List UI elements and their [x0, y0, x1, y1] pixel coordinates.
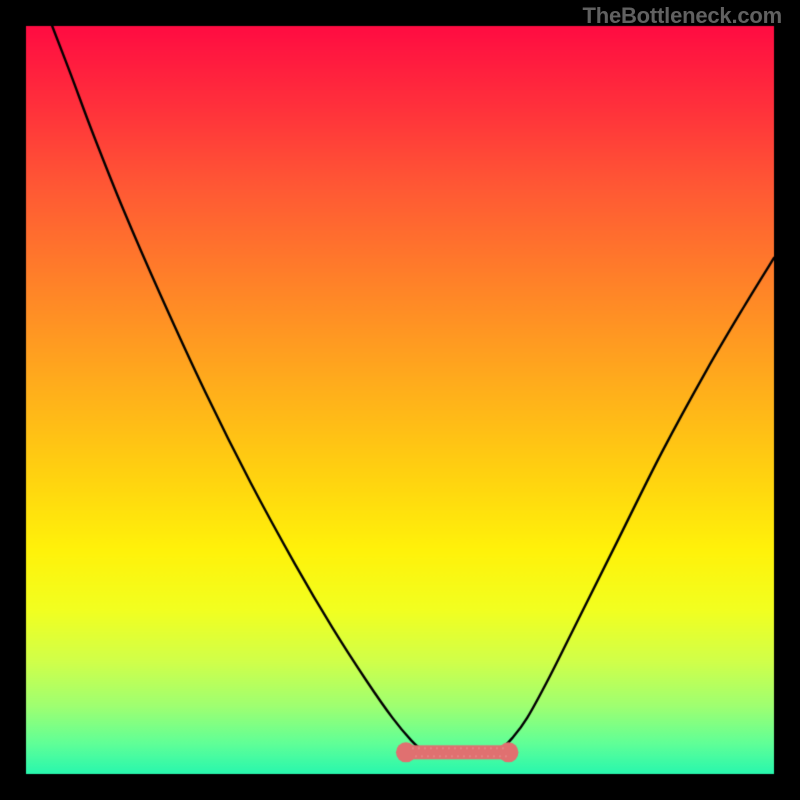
bottleneck-curve-canvas: [0, 0, 800, 800]
watermark-text: TheBottleneck.com: [582, 3, 782, 29]
chart-root: TheBottleneck.com: [0, 0, 800, 800]
